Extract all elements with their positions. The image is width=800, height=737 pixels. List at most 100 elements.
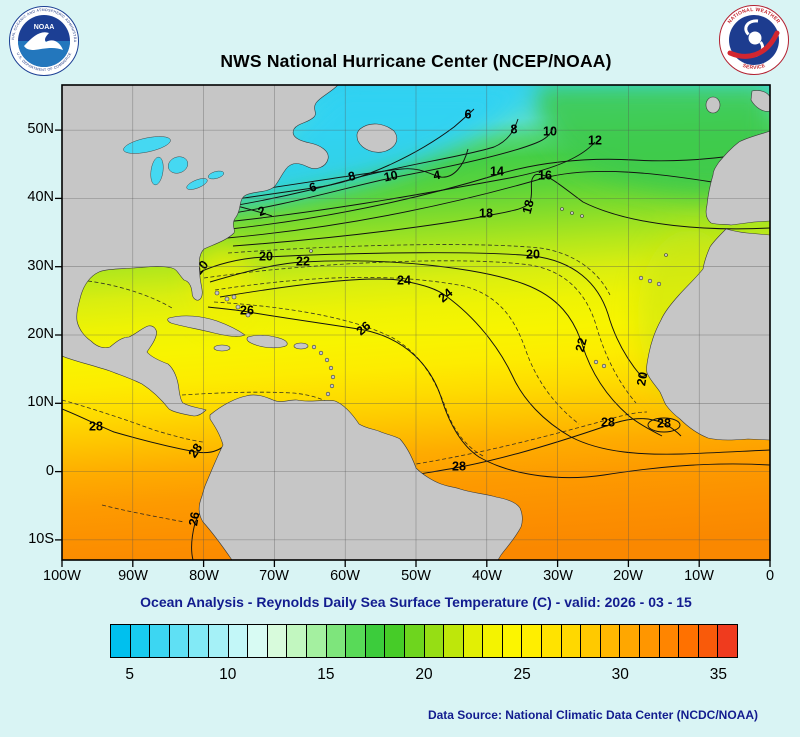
data-source: Data Source: National Climatic Data Cent…	[427, 708, 758, 722]
lon-label: 70W	[259, 568, 289, 584]
england	[750, 90, 770, 112]
colorbar-cell	[326, 625, 347, 657]
grid-lines	[62, 85, 770, 560]
hispaniola	[246, 334, 288, 349]
colorbar-cell	[561, 625, 582, 657]
colorbar-cell	[522, 625, 543, 657]
contour-labels: 6 8 10 12 2 6 8 10 4 14 16 18 18 20 20 2…	[89, 107, 671, 527]
colorbar-cell	[483, 625, 503, 657]
colorbar-cell	[150, 625, 170, 657]
colorbar-cell	[718, 625, 737, 657]
lat-label: 50N	[27, 121, 54, 137]
colorbar-cells	[111, 625, 737, 657]
lon-label: 50W	[401, 568, 431, 584]
contour-label: 20	[634, 371, 650, 387]
contour-label: 24	[397, 273, 411, 287]
contour-label: 4	[432, 168, 441, 183]
contour-label: 6	[465, 107, 472, 121]
contour-label: 10	[383, 168, 400, 185]
contour-label: 20	[526, 247, 540, 261]
colorbar-tick: 15	[317, 666, 335, 683]
noaa-logo: NATIONAL OCEANIC AND ATMOSPHERIC ADMINIS…	[8, 5, 80, 77]
lon-label: 40W	[472, 568, 502, 584]
svg-text:SERVICE: SERVICE	[742, 63, 767, 71]
red-swoosh	[727, 30, 780, 59]
colorbar-cell	[228, 625, 249, 657]
contour-label: 22	[296, 254, 310, 268]
colorbar-tick: 5	[125, 666, 134, 683]
nws-logo: NATIONAL WEATHER SERVICE	[718, 4, 790, 76]
colorbar-cell	[600, 625, 621, 657]
contour-label: 10	[543, 124, 557, 138]
contour-label: 28	[601, 415, 615, 429]
south-america	[198, 394, 523, 560]
hurricane-eye	[748, 31, 762, 45]
colorbar-cell	[111, 625, 131, 657]
contour-label: 18	[520, 198, 537, 215]
colorbar-cell	[169, 625, 190, 657]
land-masses	[62, 85, 770, 560]
map-layers: 6 8 10 12 2 6 8 10 4 14 16 18 18 20 20 2…	[62, 85, 770, 560]
colorbar-cell	[287, 625, 307, 657]
atlantic-islands	[309, 207, 668, 369]
ireland	[705, 96, 721, 114]
colorbar-cell	[502, 625, 523, 657]
colorbar-tick: 30	[611, 666, 629, 683]
colorbar-cell	[365, 625, 386, 657]
bahamas-islands	[214, 290, 251, 318]
puerto-rico	[293, 342, 309, 350]
europe	[705, 130, 770, 226]
colorbar-cell	[698, 625, 719, 657]
contour-label: 20	[259, 249, 273, 263]
contour-label: 18	[479, 206, 493, 220]
colorbar-cell	[385, 625, 405, 657]
sst-map: 6 8 10 12 2 6 8 10 4 14 16 18 18 20 20 2…	[55, 84, 771, 567]
colorbar-cell	[267, 625, 288, 657]
jamaica	[213, 344, 231, 352]
newfoundland	[356, 123, 398, 153]
colorbar-cell	[463, 625, 484, 657]
contour-label: 22	[573, 336, 590, 353]
axis-ticks	[55, 129, 771, 567]
contour-label: 16	[538, 168, 552, 182]
colorbar-cell	[679, 625, 699, 657]
contour-label: 28	[657, 416, 671, 430]
cuba	[167, 315, 246, 337]
colorbar-cell	[248, 625, 268, 657]
lat-label: 10N	[27, 394, 54, 410]
nws-ring-bottom-text: SERVICE	[742, 63, 767, 71]
colorbar-tick: 35	[709, 666, 727, 683]
colorbar-cell	[404, 625, 425, 657]
colorbar-tick-labels: 5 10 15 20 25 30 35	[110, 666, 738, 688]
lon-label: 10W	[684, 568, 714, 584]
map-caption: Ocean Analysis - Reynolds Daily Sea Surf…	[140, 594, 692, 610]
noaa-logo-graphic: NATIONAL OCEANIC AND ATMOSPHERIC ADMINIS…	[9, 6, 79, 76]
colorbar-cell	[424, 625, 445, 657]
contour-label: 8	[347, 169, 357, 184]
colorbar-cell	[581, 625, 601, 657]
lat-label: 0	[45, 463, 54, 479]
lon-label: 20W	[613, 568, 643, 584]
page-title: NWS National Hurricane Center (NCEP/NOAA…	[220, 51, 612, 71]
lon-label: 0	[765, 568, 775, 584]
lesser-antilles-islands	[311, 344, 336, 397]
colorbar-tick: 10	[219, 666, 237, 683]
lon-label: 60W	[330, 568, 360, 584]
contour-lines-dashed	[62, 244, 648, 523]
colorbar-cell	[346, 625, 366, 657]
contour-label: 26	[240, 303, 254, 317]
colorbar-cell	[130, 625, 151, 657]
lon-label: 80W	[189, 568, 219, 584]
contour-label: 6	[308, 180, 318, 195]
contour-label: 8	[511, 122, 518, 136]
contour-label: 2	[256, 204, 267, 220]
colorbar-cell	[444, 625, 464, 657]
colorbar-tick: 20	[415, 666, 433, 683]
colorbar-cell	[659, 625, 680, 657]
lon-label: 100W	[43, 568, 81, 584]
seagull-icon	[24, 32, 63, 50]
colorbar-cell	[208, 625, 229, 657]
lat-label: 10S	[28, 531, 54, 547]
contour-label: 26	[186, 511, 202, 527]
